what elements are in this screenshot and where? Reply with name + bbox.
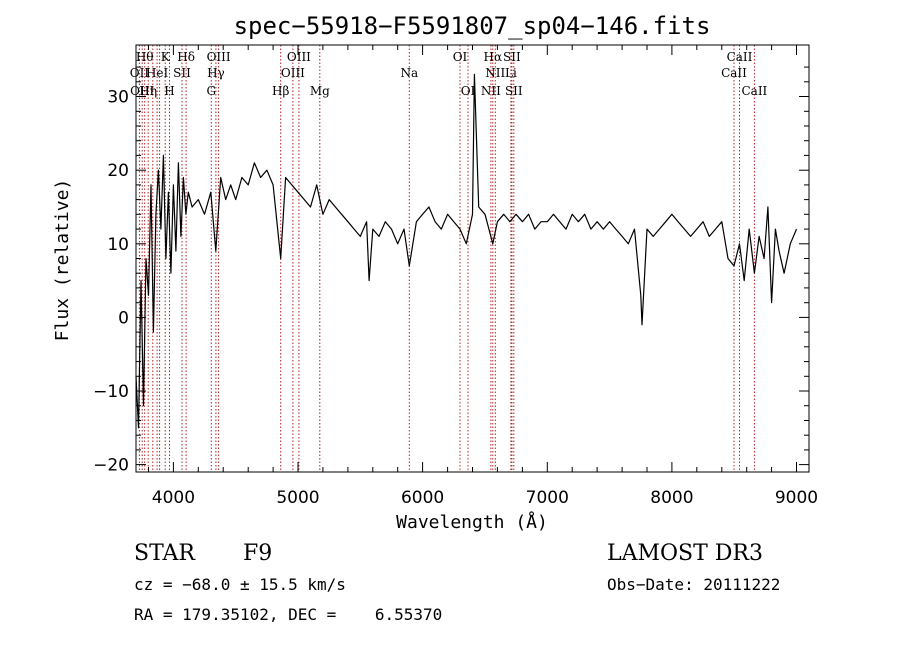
y-tick-label: −20: [93, 456, 129, 476]
coordinates-readout: RA = 179.35102, DEC = 6.55370: [134, 605, 442, 624]
observation-date: Obs−Date: 20111222: [607, 575, 780, 594]
line-label-17: CaII: [721, 66, 747, 80]
line-label-15: NII: [485, 66, 505, 80]
line-label-23: Mg: [310, 84, 330, 98]
y-tick-label: 30: [107, 88, 129, 108]
line-label-26: SII: [505, 84, 523, 98]
survey-name: LAMOST DR3: [607, 541, 763, 566]
line-label-11: SII: [173, 66, 191, 80]
x-tick-label: 8000: [650, 488, 693, 508]
x-tick-label: 9000: [775, 488, 818, 508]
line-label-25: NII: [481, 84, 501, 98]
line-label-13: OIII: [281, 66, 305, 80]
spectrum-line: [135, 73, 798, 429]
line-label-8: CaII: [727, 50, 753, 64]
x-axis-label: Wavelength (Å): [396, 511, 548, 533]
line-label-4: OIII: [287, 50, 311, 64]
x-tick-label: 6000: [401, 488, 444, 508]
line-label-2: Hδ: [177, 50, 195, 64]
line-label-21: G: [207, 84, 217, 98]
y-tick-label: 10: [107, 235, 129, 255]
line-label-14: Na: [400, 66, 418, 80]
line-label-10: HeI: [146, 66, 169, 80]
line-label-16: Li: [505, 66, 517, 80]
y-axis-label: Flux (relative): [52, 179, 73, 342]
x-tick-label: 5000: [276, 488, 319, 508]
line-label-6: Hα: [484, 50, 503, 64]
line-label-1: K: [161, 50, 171, 64]
y-axis-ticks: −20 −10 0 10 20 30: [93, 66, 809, 476]
line-label-7: SII: [503, 50, 521, 64]
line-label-24: OI: [461, 84, 476, 98]
line-label-0: Hθ: [136, 50, 154, 64]
emission-line-markers: [138, 45, 755, 472]
x-axis-ticks: 4000 5000 6000 7000 8000 9000: [148, 45, 818, 508]
y-tick-label: −10: [93, 382, 129, 402]
x-tick-label: 7000: [526, 488, 569, 508]
y-tick-label: 20: [107, 161, 129, 181]
line-label-12: Hγ: [207, 66, 225, 80]
line-label-5: OI: [453, 50, 468, 64]
line-label-19: Hη: [139, 84, 157, 98]
line-label-9: OII: [130, 66, 150, 80]
object-subclass: F9: [243, 541, 272, 566]
object-type: STAR: [134, 541, 196, 566]
y-tick-label: 0: [118, 308, 129, 328]
line-label-3: OIII: [207, 50, 231, 64]
line-label-22: Hβ: [272, 84, 289, 98]
line-label-27: CaII: [741, 84, 767, 98]
x-tick-label: 4000: [152, 488, 195, 508]
line-label-20: H: [164, 84, 174, 98]
redshift-readout: cz = −68.0 ± 15.5 km/s: [134, 575, 346, 594]
chart-title: spec−55918−F5591807_sp04−146.fits: [234, 12, 711, 40]
